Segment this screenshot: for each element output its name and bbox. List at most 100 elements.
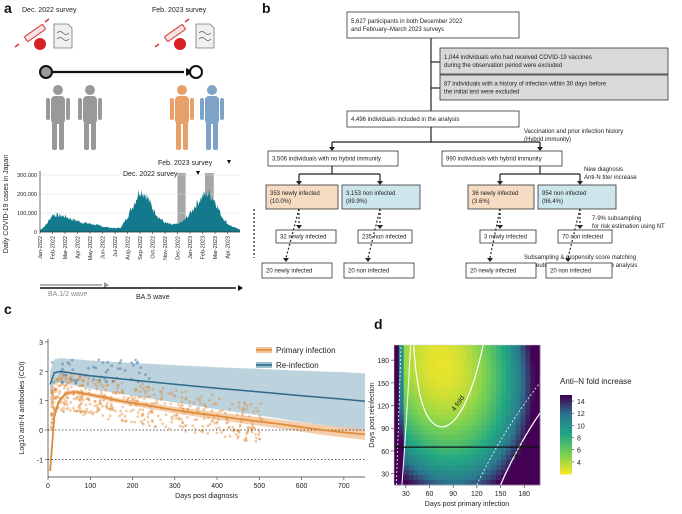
reinfection-point	[92, 377, 96, 381]
heatmap-cell	[491, 405, 497, 411]
primary-point	[130, 420, 133, 424]
heatmap-cell	[423, 460, 429, 466]
heatmap-cell	[432, 395, 439, 401]
heatmap-cell	[520, 380, 526, 386]
primary-point	[141, 413, 145, 417]
heatmap-cell	[515, 370, 521, 376]
colorbar-tick-label: 8	[577, 436, 581, 443]
heatmap-cell	[520, 390, 526, 396]
primary-point	[127, 396, 130, 400]
heatmap-cell	[394, 390, 400, 396]
x-tick-label: Jun-2022	[101, 236, 107, 259]
heatmap-cell	[394, 350, 400, 356]
heatmap-cell	[467, 455, 473, 461]
heatmap-cell	[432, 415, 439, 421]
heatmap-cell	[530, 350, 536, 356]
ba5-wave-label: BA.5 wave	[136, 294, 170, 301]
heatmap-cell	[520, 455, 526, 461]
heatmap-cell	[457, 425, 463, 431]
heatmap-cell	[476, 460, 482, 466]
heatmap-cell	[428, 460, 434, 466]
heatmap-cell	[462, 440, 468, 446]
heatmap-cell	[525, 380, 531, 386]
heatmap-cell	[525, 465, 531, 471]
heatmap-cell	[452, 425, 458, 431]
heatmap-cell	[467, 435, 473, 441]
colorbar-segment	[560, 422, 572, 426]
heatmap-cell	[501, 440, 507, 446]
primary-point	[108, 414, 112, 418]
heatmap-cell	[476, 405, 482, 411]
heatmap-cell	[442, 425, 448, 431]
heatmap-cell	[486, 345, 492, 351]
box-non-infected-a-text: (89.9%)	[346, 199, 367, 205]
heatmap-cell	[467, 360, 473, 366]
heatmap-cell	[462, 430, 468, 436]
heatmap-cell	[501, 435, 507, 441]
syringe-icon	[154, 18, 190, 48]
heatmap-cell	[515, 405, 521, 411]
heatmap-cell	[398, 465, 405, 471]
reinfection-point	[147, 377, 151, 380]
heatmap-cell	[394, 375, 400, 381]
heatmap-cell	[467, 350, 473, 356]
heatmap-cell	[442, 410, 448, 416]
primary-point	[85, 410, 89, 413]
heatmap-cell	[467, 440, 473, 446]
y-tick-label: 300,000	[17, 173, 37, 179]
heatmap-cell	[413, 410, 419, 416]
heatmap-cell	[462, 405, 468, 411]
heatmap-cell	[520, 400, 526, 406]
primary-point	[81, 398, 85, 402]
heatmap-cell	[471, 415, 478, 421]
heatmap-cell	[467, 425, 473, 431]
note-diagnosis: New diagnosis	[584, 167, 623, 173]
heatmap-cell	[535, 400, 541, 406]
heatmap-cell	[505, 375, 512, 381]
primary-point	[75, 396, 78, 399]
primary-point	[100, 392, 103, 396]
x-tick-label: 700	[338, 483, 350, 490]
heatmap-cell	[515, 355, 521, 361]
box-total	[346, 11, 520, 39]
heatmap-cell	[398, 360, 405, 366]
colorbar-segment	[560, 448, 572, 451]
primary-point	[164, 425, 168, 429]
primary-point	[188, 404, 192, 408]
heatmap-cell	[467, 420, 473, 426]
heatmap-cell	[408, 435, 414, 441]
heatmap-cell	[398, 355, 405, 361]
heatmap-cell	[423, 400, 429, 406]
heatmap-cell	[510, 365, 517, 371]
primary-point	[150, 402, 154, 405]
primary-point	[119, 409, 123, 413]
primary-point	[247, 415, 251, 418]
primary-point	[50, 412, 53, 416]
colorbar-segment	[560, 420, 572, 424]
primary-point	[193, 418, 197, 422]
box-non-infected-a-text: 3,153 non infected	[346, 191, 395, 197]
y-axis-title: Log10 anti-N antibodies (COI)	[19, 362, 26, 455]
primary-point	[256, 409, 260, 413]
primary-point	[252, 425, 255, 429]
heatmap-cell	[525, 370, 531, 376]
primary-point	[242, 408, 245, 412]
heatmap-cell	[403, 465, 409, 471]
heatmap-cell	[452, 395, 458, 401]
reinfection-fit-line	[49, 370, 366, 402]
heatmap-cell	[486, 435, 492, 441]
heatmap-cell	[486, 400, 492, 406]
heatmap-cell	[437, 365, 444, 371]
timeline-survey2-label: Feb. 2023 survey	[158, 160, 213, 167]
primary-point	[155, 401, 159, 404]
primary-point	[52, 397, 55, 401]
heatmap-cell	[496, 435, 502, 441]
colorbar-segment	[560, 434, 572, 437]
y-tick-label: 60	[381, 449, 389, 456]
heatmap-cell	[432, 440, 439, 446]
primary-point	[105, 404, 108, 407]
heatmap-cell	[496, 460, 502, 466]
heatmap-cell	[530, 345, 536, 351]
heatmap-cell	[496, 400, 502, 406]
heatmap-cell	[403, 450, 409, 456]
